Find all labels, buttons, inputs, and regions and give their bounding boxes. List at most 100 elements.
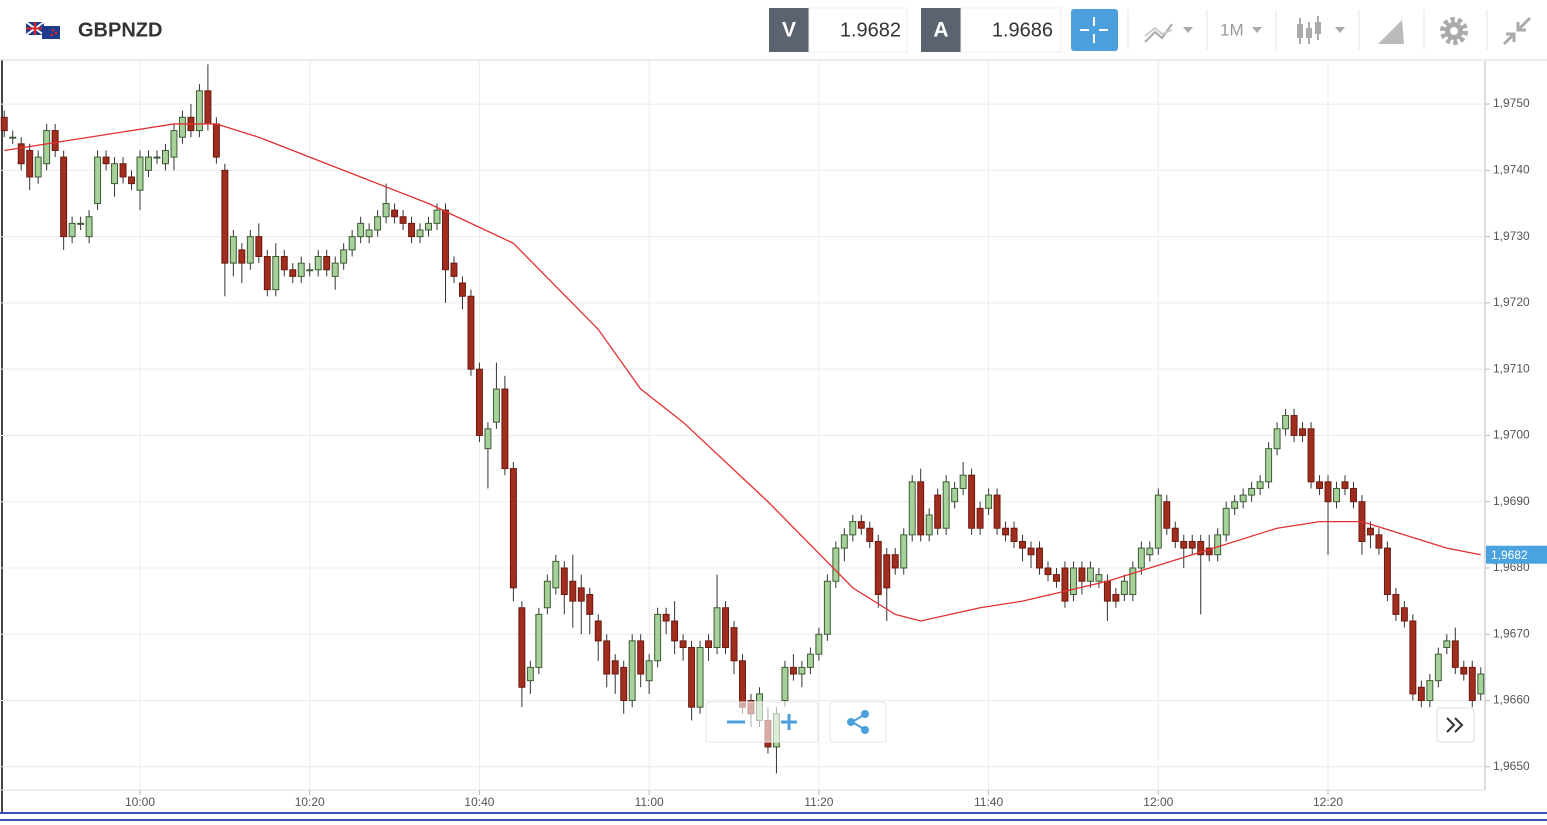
x-tick-label: 10:00	[125, 795, 155, 809]
candle-body	[747, 700, 755, 715]
candle-body	[1036, 547, 1043, 569]
candle-body	[229, 236, 237, 264]
candle-body	[492, 388, 500, 423]
candle-body	[722, 607, 729, 649]
candle-body	[866, 527, 874, 542]
candle-body	[314, 256, 322, 271]
y-tick-label: 1,9740	[1493, 163, 1530, 177]
candle-body	[1171, 527, 1179, 542]
candle-body	[603, 640, 611, 675]
candle-body	[442, 209, 449, 271]
candle-body	[501, 388, 509, 470]
candle-body	[1316, 481, 1323, 489]
candle-body	[1375, 534, 1383, 549]
candle-body	[976, 507, 984, 529]
candle-body	[942, 481, 950, 529]
candle-body	[111, 163, 119, 185]
candle-body	[450, 262, 458, 277]
candle-body	[1095, 574, 1103, 582]
candle-body	[357, 222, 365, 238]
candle-body	[221, 169, 229, 264]
candle-body	[272, 256, 280, 291]
candle-body	[1307, 428, 1315, 483]
candle-body	[806, 653, 814, 668]
candle-body	[654, 613, 662, 662]
candle-body	[1341, 481, 1349, 489]
candle-body	[306, 269, 314, 272]
last-price-label: 1,9682	[1491, 548, 1528, 562]
candle-body	[679, 640, 687, 649]
candle-body	[1205, 547, 1213, 556]
candle-body	[9, 136, 17, 139]
candle-body	[459, 282, 466, 297]
candle-body	[925, 514, 933, 536]
candle-body	[68, 222, 76, 238]
candle-body	[968, 474, 976, 529]
candle-body	[1154, 494, 1162, 549]
candle-body	[1451, 640, 1459, 668]
y-tick-label: 1,9670	[1493, 626, 1530, 640]
y-tick-label: 1,9660	[1493, 693, 1530, 707]
candle-body	[637, 640, 645, 675]
candle-body	[620, 666, 628, 702]
y-tick-label: 1,9750	[1493, 96, 1530, 110]
candle-body	[1366, 527, 1374, 536]
candle-body	[1468, 666, 1476, 702]
y-tick-label: 1,9720	[1493, 295, 1530, 309]
candle-body	[764, 719, 772, 748]
candle-body	[0, 116, 8, 132]
candle-body	[781, 666, 789, 702]
candle-body	[696, 647, 704, 708]
candle-body	[1027, 547, 1035, 556]
candle-body	[1137, 547, 1145, 569]
candle-body	[1239, 494, 1247, 503]
candle-body	[348, 236, 356, 251]
candle-body	[408, 222, 416, 238]
candle-body	[51, 130, 59, 151]
candle-body	[246, 236, 254, 264]
candle-body	[934, 494, 942, 529]
candle-body	[34, 156, 42, 178]
x-tick-label: 11:00	[635, 795, 664, 809]
candle-body	[1103, 580, 1111, 602]
candle-body	[1019, 540, 1026, 549]
candle-body	[688, 647, 696, 708]
candle-body	[662, 613, 670, 622]
candle-body	[1002, 527, 1010, 536]
candle-body	[467, 295, 475, 370]
candle-body	[1460, 666, 1468, 675]
candle-body	[560, 567, 568, 595]
candle-body	[1273, 428, 1281, 450]
candle-body	[823, 580, 831, 635]
candle-body	[849, 521, 857, 536]
candle-body	[255, 236, 263, 258]
candle-body	[993, 494, 1001, 529]
candle-body	[1290, 415, 1298, 436]
candle-body	[1078, 567, 1086, 582]
candle-body	[730, 627, 738, 662]
y-tick-label: 1,9710	[1493, 361, 1530, 375]
candle-body	[399, 216, 407, 224]
candle-body	[586, 593, 594, 615]
x-tick-label: 11:20	[804, 795, 833, 809]
candle-body	[874, 540, 882, 595]
candle-body	[263, 256, 271, 291]
candle-body	[671, 620, 679, 642]
y-tick-label: 1,9730	[1493, 229, 1530, 243]
candle-body	[526, 666, 534, 682]
candle-body	[1214, 534, 1222, 556]
candle-body	[391, 209, 399, 218]
candle-body	[1129, 567, 1137, 595]
candle-body	[840, 534, 848, 549]
candle-body	[959, 474, 967, 489]
candle-body	[1299, 428, 1307, 436]
x-tick-label: 11:40	[974, 795, 1003, 809]
candle-body	[611, 660, 619, 675]
moving-average	[4, 123, 1481, 622]
candle-body	[1333, 487, 1340, 503]
candle-body	[917, 481, 925, 536]
x-tick-label: 12:20	[1313, 795, 1343, 809]
candle-body	[43, 130, 51, 165]
candle-body	[1477, 673, 1485, 695]
